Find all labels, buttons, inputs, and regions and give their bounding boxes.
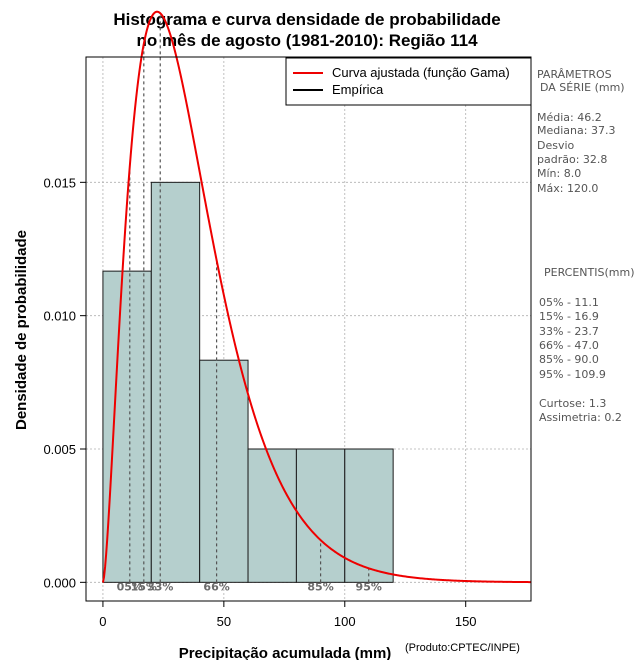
chart-title-line-1: Histograma e curva densidade de probabil…: [113, 10, 500, 29]
side-panel: PARÂMETROS DA SÉRIE (mm) Média: 46.2 Med…: [537, 68, 635, 424]
percentile-label-66: 66%: [203, 580, 229, 593]
y-tick-label-1: 0.005: [43, 442, 76, 457]
x-tick-label-0: 0: [99, 614, 106, 629]
percentile-markers: 05%15%33% 66% 85% 95%: [117, 13, 382, 593]
plot-border: [85, 56, 532, 602]
percentil-66: 66% - 47.0: [539, 339, 599, 352]
percentile-label-33: 33%: [147, 580, 173, 593]
params-title-2: DA SÉRIE (mm): [540, 81, 625, 94]
percentile-label-95: 95%: [356, 580, 382, 593]
x-tick-label-2: 100: [334, 614, 356, 629]
histogram-bar-5: [344, 448, 394, 583]
percentile-label-15: 15%: [131, 580, 157, 593]
stat-median: Mediana: 37.3: [537, 124, 615, 137]
stat-min: Mín: 8.0: [537, 167, 581, 180]
legend-label-fitted-curve: Curva ajustada (função Gama): [332, 65, 510, 80]
fitted-curve-layer: [101, 10, 531, 584]
x-axis-label: Precipitação acumulada (mm): [179, 645, 392, 660]
histogram-bar-3: [247, 448, 297, 583]
credit-label: (Produto:CPTEC/INPE): [405, 642, 520, 654]
histogram-bars: [102, 181, 394, 583]
percentil-95: 95% - 109.9: [539, 368, 606, 381]
axis-ticks: 0 50 100 150 0.000 0.005 0.010 0.015: [43, 175, 476, 629]
y-axis-label: Densidade de probabilidade: [13, 230, 30, 430]
y-tick-label-3: 0.015: [43, 175, 76, 190]
histogram-bar-1: [150, 181, 201, 583]
legend: Curva ajustada (função Gama) Empírica: [285, 57, 532, 106]
stat-mean: Média: 46.2: [537, 111, 602, 124]
stat-stddev-2: padrão: 32.8: [537, 153, 607, 166]
stat-max: Máx: 120.0: [537, 182, 598, 195]
percentis-title: PERCENTIS(mm): [544, 266, 635, 279]
y-tick-label-2: 0.010: [43, 309, 76, 324]
stat-stddev-1: Desvio: [537, 139, 575, 152]
histogram-bar-2: [199, 359, 249, 583]
x-tick-label-1: 50: [217, 614, 231, 629]
params-title-1: PARÂMETROS: [537, 68, 612, 81]
percentile-label-05: 05%: [117, 580, 143, 593]
x-tick-label-3: 150: [455, 614, 477, 629]
stat-kurtosis: Curtose: 1.3: [539, 397, 606, 410]
legend-box: [285, 57, 532, 106]
stat-skewness: Assimetria: 0.2: [539, 411, 622, 424]
y-tick-label-0: 0.000: [43, 575, 76, 590]
legend-label-empirical: Empírica: [332, 82, 384, 97]
percentil-05: 05% - 11.1: [539, 296, 599, 309]
chart-title-line-2: no mês de agosto (1981-2010): Região 114: [136, 31, 478, 50]
percentile-label-85: 85%: [307, 580, 333, 593]
plot-frame: [85, 56, 532, 602]
percentil-33: 33% - 23.7: [539, 325, 599, 338]
percentil-15: 15% - 16.9: [539, 310, 599, 323]
percentil-85: 85% - 90.0: [539, 353, 599, 366]
fitted-gamma-curve: [101, 10, 531, 584]
